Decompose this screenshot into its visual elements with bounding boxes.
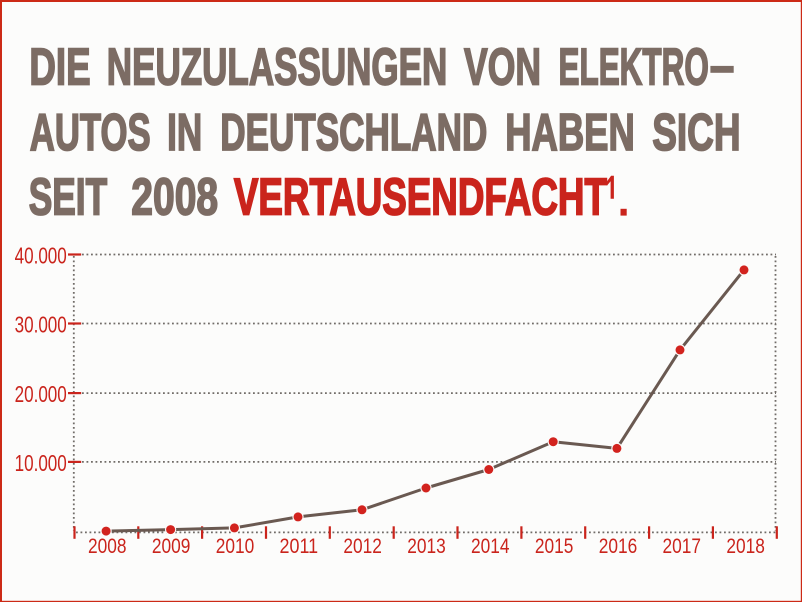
svg-text:2014: 2014 bbox=[471, 534, 510, 558]
svg-text:40.000: 40.000 bbox=[15, 243, 67, 269]
svg-text:SEIT: SEIT bbox=[29, 168, 108, 226]
svg-text:ELEKTRO: ELEKTRO bbox=[559, 39, 709, 97]
svg-text:20.000: 20.000 bbox=[15, 381, 67, 407]
svg-text:10.000: 10.000 bbox=[15, 450, 67, 476]
svg-text:30.000: 30.000 bbox=[15, 312, 67, 338]
svg-text:2017: 2017 bbox=[663, 534, 702, 558]
svg-text:AUTOS: AUTOS bbox=[30, 104, 151, 162]
svg-text:2018: 2018 bbox=[726, 534, 765, 558]
svg-text:VERTAUSENDFACHT: VERTAUSENDFACHT bbox=[234, 168, 607, 226]
svg-text:VON: VON bbox=[464, 39, 541, 97]
svg-text:SICH: SICH bbox=[652, 104, 740, 162]
svg-text:2016: 2016 bbox=[599, 534, 638, 558]
svg-text:NEUZULASSUNGEN: NEUZULASSUNGEN bbox=[107, 39, 448, 97]
svg-text:IN: IN bbox=[167, 104, 202, 162]
svg-text:2011: 2011 bbox=[280, 534, 319, 558]
svg-text:2008: 2008 bbox=[131, 168, 218, 226]
svg-text:2013: 2013 bbox=[407, 534, 446, 558]
svg-text:2010: 2010 bbox=[216, 534, 255, 558]
svg-text:DEUTSCHLAND: DEUTSCHLAND bbox=[220, 104, 487, 162]
svg-text:2015: 2015 bbox=[535, 534, 574, 558]
svg-text:2008: 2008 bbox=[88, 534, 127, 558]
svg-text:HABEN: HABEN bbox=[505, 104, 635, 162]
svg-text:2012: 2012 bbox=[343, 534, 382, 558]
svg-text:2009: 2009 bbox=[152, 534, 191, 558]
svg-text:DIE: DIE bbox=[29, 39, 90, 97]
